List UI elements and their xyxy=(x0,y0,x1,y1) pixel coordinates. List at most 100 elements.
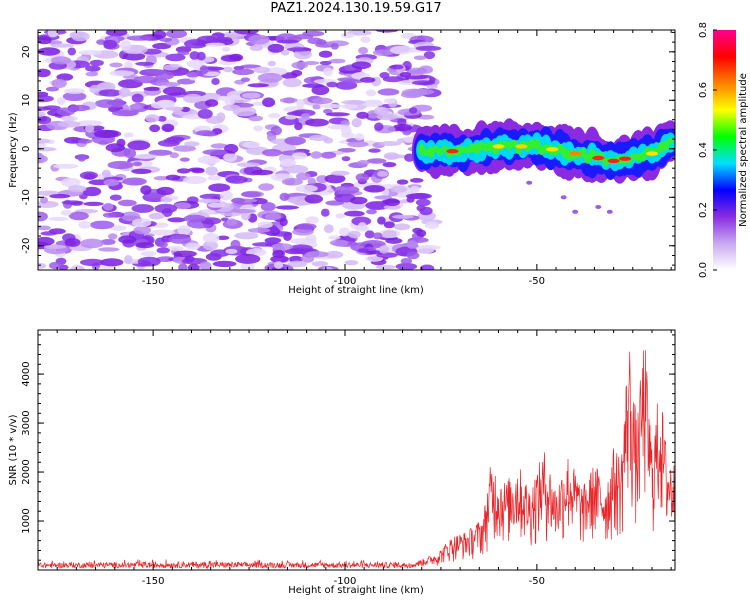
noise-blob xyxy=(79,171,98,180)
noise-blob xyxy=(156,186,175,196)
noise-blob xyxy=(281,178,303,186)
noise-blob xyxy=(132,218,152,228)
noise-blob xyxy=(159,37,173,42)
noise-blob xyxy=(393,223,411,231)
noise-blob xyxy=(413,55,427,61)
colorbar-ticks: 0.0 0.2 0.4 0.6 0.8 xyxy=(698,22,717,278)
noise-blob xyxy=(291,152,308,160)
noise-blob xyxy=(286,47,312,52)
noise-blob xyxy=(80,238,104,249)
noise-blob xyxy=(287,260,307,268)
noise-blob xyxy=(133,75,159,84)
noise-blob xyxy=(326,81,339,88)
noise-blob xyxy=(333,185,360,195)
colorbar-label: Normalized spectral amplitude xyxy=(738,73,749,227)
noise-blob xyxy=(329,239,349,247)
signal-blob xyxy=(533,138,541,150)
noise-blob xyxy=(62,91,87,102)
noise-blob xyxy=(276,39,300,44)
noise-blob xyxy=(183,176,207,184)
noise-blob xyxy=(118,199,137,207)
noise-blob xyxy=(324,174,346,184)
signal-blob xyxy=(606,209,613,214)
noise-blob xyxy=(390,64,404,70)
noise-blob xyxy=(201,209,216,215)
noise-blob xyxy=(248,115,264,122)
noise-blob xyxy=(199,261,212,270)
noise-blob xyxy=(38,138,51,144)
colorbar-tick-label: 0.8 xyxy=(698,22,709,38)
noise-blob xyxy=(161,123,175,133)
noise-blob xyxy=(423,51,435,60)
noise-blob xyxy=(103,39,118,50)
noise-blob xyxy=(38,111,46,118)
noise-blob xyxy=(364,230,375,239)
noise-blob xyxy=(296,223,317,231)
noise-blob xyxy=(38,211,48,222)
noise-blob xyxy=(173,250,197,258)
noise-blob xyxy=(409,185,421,194)
noise-blob xyxy=(186,59,205,69)
noise-blob xyxy=(135,242,155,249)
noise-blob xyxy=(199,65,209,75)
noise-blob xyxy=(108,233,118,240)
noise-blob xyxy=(426,84,438,90)
noise-blob xyxy=(96,82,112,90)
noise-blob xyxy=(71,31,90,42)
noise-blob xyxy=(320,104,343,109)
noise-blob xyxy=(385,237,403,244)
noise-blob xyxy=(154,203,178,214)
noise-blob xyxy=(365,201,390,210)
noise-blob xyxy=(163,64,179,71)
noise-blob xyxy=(344,210,365,217)
noise-blob xyxy=(148,149,173,156)
noise-blob xyxy=(241,191,262,198)
noise-blob xyxy=(356,111,369,119)
spectrogram-ylabel: Frequency (Hz) xyxy=(8,112,19,188)
noise-blob xyxy=(222,104,241,111)
noise-blob xyxy=(77,120,103,127)
noise-blob xyxy=(281,72,298,79)
noise-blob xyxy=(149,124,161,133)
noise-blob xyxy=(295,184,318,193)
noise-blob xyxy=(153,176,170,181)
noise-blob xyxy=(357,248,369,253)
noise-blob xyxy=(267,60,276,67)
noise-blob xyxy=(305,234,317,243)
noise-blob xyxy=(365,89,377,97)
noise-blob xyxy=(280,49,290,56)
peak-spot xyxy=(446,149,459,154)
noise-blob xyxy=(202,233,220,243)
noise-blob xyxy=(377,171,389,177)
noise-blob xyxy=(152,30,167,40)
noise-blob xyxy=(131,168,152,174)
noise-blob xyxy=(249,44,263,52)
noise-blob xyxy=(207,202,225,208)
noise-blob xyxy=(264,213,281,221)
noise-blob xyxy=(126,35,153,41)
noise-blob xyxy=(231,209,257,214)
noise-blob xyxy=(184,141,200,147)
noise-blob xyxy=(347,141,369,148)
noise-blob xyxy=(262,97,276,108)
noise-blob xyxy=(122,52,146,61)
noise-blob xyxy=(377,88,400,96)
noise-blob xyxy=(63,88,85,94)
noise-blob xyxy=(234,232,259,240)
noise-blob xyxy=(140,250,157,257)
noise-blob xyxy=(215,36,233,43)
snr-frame xyxy=(37,329,676,571)
noise-blob xyxy=(202,149,228,156)
noise-blob xyxy=(183,214,207,223)
x-tick-label: -150 xyxy=(142,576,165,587)
noise-blob xyxy=(133,226,152,235)
noise-blob xyxy=(197,109,213,119)
noise-blob xyxy=(70,265,85,270)
noise-blob xyxy=(43,244,67,249)
noise-blob xyxy=(374,195,392,200)
noise-blob xyxy=(127,140,151,151)
noise-blob xyxy=(159,241,168,248)
noise-blob xyxy=(57,120,81,128)
